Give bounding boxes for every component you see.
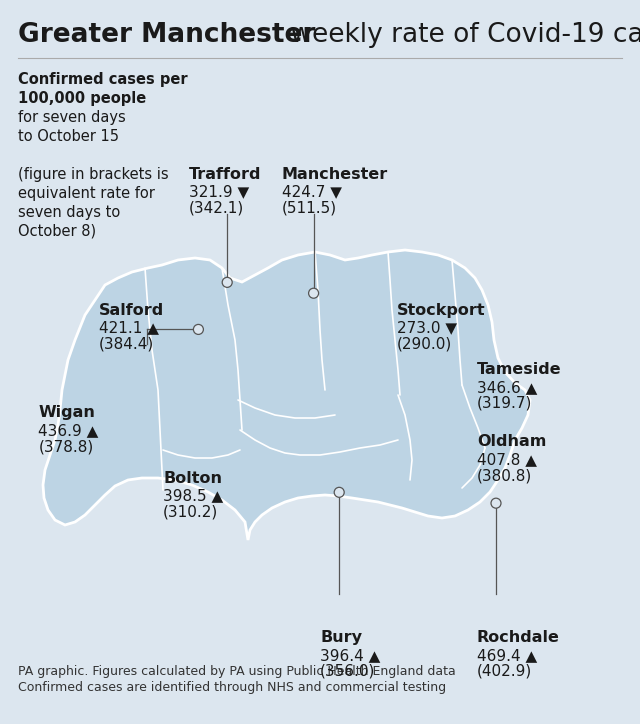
Text: Oldham: Oldham bbox=[477, 434, 546, 450]
Text: 421.1 ▲: 421.1 ▲ bbox=[99, 321, 159, 336]
Text: (384.4): (384.4) bbox=[99, 337, 154, 352]
Text: 396.4 ▲: 396.4 ▲ bbox=[320, 648, 380, 663]
Text: Confirmed cases per: Confirmed cases per bbox=[18, 72, 188, 87]
Text: PA graphic. Figures calculated by PA using Public Health England data: PA graphic. Figures calculated by PA usi… bbox=[18, 665, 456, 678]
Text: (342.1): (342.1) bbox=[189, 201, 244, 216]
Text: 273.0 ▼: 273.0 ▼ bbox=[397, 321, 457, 336]
Text: 321.9 ▼: 321.9 ▼ bbox=[189, 185, 249, 200]
Text: to October 15: to October 15 bbox=[18, 129, 119, 144]
Text: (319.7): (319.7) bbox=[477, 396, 532, 411]
Text: 469.4 ▲: 469.4 ▲ bbox=[477, 648, 537, 663]
Text: (378.8): (378.8) bbox=[38, 439, 93, 455]
Text: Bolton: Bolton bbox=[163, 471, 222, 486]
Circle shape bbox=[491, 498, 501, 508]
Text: Rochdale: Rochdale bbox=[477, 630, 559, 645]
Text: Confirmed cases are identified through NHS and commercial testing: Confirmed cases are identified through N… bbox=[18, 681, 446, 694]
Text: Wigan: Wigan bbox=[38, 405, 95, 421]
Text: (511.5): (511.5) bbox=[282, 201, 337, 216]
Circle shape bbox=[193, 324, 204, 334]
Text: Bury: Bury bbox=[320, 630, 362, 645]
Text: weekly rate of Covid-19 cases: weekly rate of Covid-19 cases bbox=[282, 22, 640, 48]
Text: 398.5 ▲: 398.5 ▲ bbox=[163, 489, 223, 504]
Text: October 8): October 8) bbox=[18, 224, 96, 239]
Text: (402.9): (402.9) bbox=[477, 664, 532, 679]
Text: Manchester: Manchester bbox=[282, 167, 388, 182]
Text: seven days to: seven days to bbox=[18, 205, 120, 220]
Text: 436.9 ▲: 436.9 ▲ bbox=[38, 424, 99, 439]
Text: 346.6 ▲: 346.6 ▲ bbox=[477, 380, 537, 395]
Text: 100,000 people: 100,000 people bbox=[18, 91, 147, 106]
Text: Stockport: Stockport bbox=[397, 303, 485, 318]
Circle shape bbox=[308, 288, 319, 298]
Text: for seven days: for seven days bbox=[18, 110, 125, 125]
Polygon shape bbox=[43, 250, 530, 540]
Text: (290.0): (290.0) bbox=[397, 337, 452, 352]
Text: Trafford: Trafford bbox=[189, 167, 261, 182]
Text: 424.7 ▼: 424.7 ▼ bbox=[282, 185, 342, 200]
Circle shape bbox=[334, 487, 344, 497]
Text: Greater Manchester: Greater Manchester bbox=[18, 22, 316, 48]
Text: (310.2): (310.2) bbox=[163, 505, 218, 520]
Text: 407.8 ▲: 407.8 ▲ bbox=[477, 452, 537, 468]
Text: Salford: Salford bbox=[99, 303, 164, 318]
Text: (380.8): (380.8) bbox=[477, 468, 532, 484]
Text: (figure in brackets is: (figure in brackets is bbox=[18, 167, 168, 182]
Text: (356.0): (356.0) bbox=[320, 664, 376, 679]
Text: equivalent rate for: equivalent rate for bbox=[18, 186, 155, 201]
Circle shape bbox=[222, 277, 232, 287]
Text: Tameside: Tameside bbox=[477, 362, 561, 377]
